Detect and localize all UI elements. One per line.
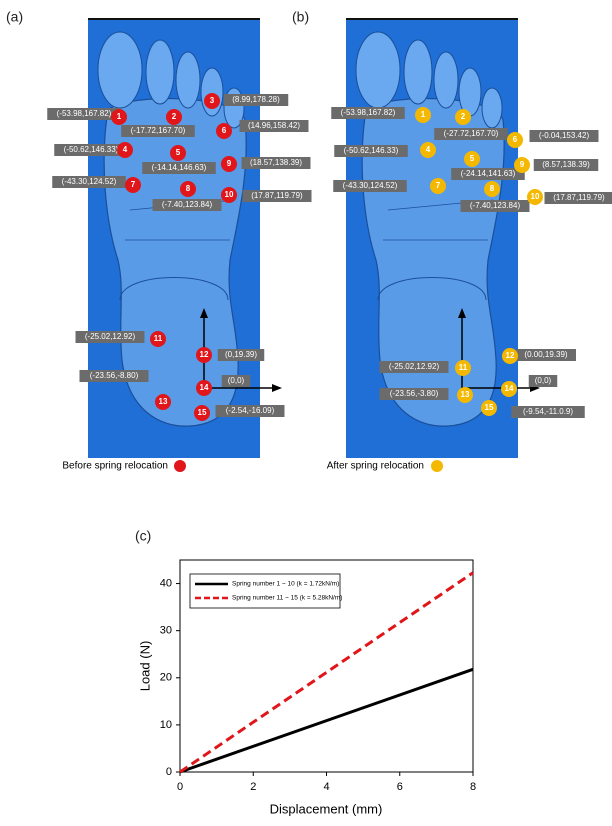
x-tick-label: 2 (250, 781, 256, 793)
coordinate-label: (17.87,119.79) (553, 193, 605, 202)
page: {"panel_a": {"label": "(a)", "caption": … (0, 0, 612, 821)
spring-number: 11 (154, 334, 163, 343)
coordinate-label: (-14.14,146.63) (152, 163, 207, 172)
coordinate-label: (8.99,178.28) (232, 95, 280, 104)
coordinate-label: (8.57,138.39) (542, 160, 590, 169)
coordinate-label: (-7.40,123.84) (470, 201, 521, 210)
coordinate-label: (-23.56,-3.80) (390, 389, 439, 398)
x-tick-label: 0 (177, 781, 183, 793)
coordinate-label: (-17.72,167.70) (131, 126, 186, 135)
coordinate-label: (-24.14,141.63) (461, 169, 516, 178)
spring-number: 4 (123, 145, 128, 154)
y-axis-label: Load (N) (137, 641, 152, 692)
coordinate-label: (-23.56,-8.80) (90, 371, 139, 380)
x-tick-label: 8 (470, 781, 476, 793)
spring-number: 5 (176, 148, 181, 157)
coordinate-label: (-27.72,167.70) (444, 129, 499, 138)
spring-number: 9 (227, 159, 232, 168)
figure: (a) (b) Before spring relocation After s… (0, 0, 612, 821)
spring-number: 10 (531, 192, 540, 201)
coordinate-label: (-9.54,-11.0.9) (523, 407, 573, 416)
spring-number: 1 (421, 110, 426, 119)
panel-label: (a) (6, 9, 23, 25)
panel-label: (c) (135, 528, 151, 544)
caption: Before spring relocation (62, 461, 168, 472)
coordinate-label: (0,0) (535, 376, 552, 385)
legend-dot (174, 460, 186, 472)
coordinate-label: (-53.98,167.82) (57, 109, 112, 118)
spring-number: 9 (520, 160, 525, 169)
spring-number: 6 (513, 135, 518, 144)
caption: After spring relocation (327, 461, 424, 472)
x-tick-label: 4 (323, 781, 329, 793)
spring-number: 7 (436, 181, 441, 190)
series-line (180, 669, 473, 772)
spring-number: 7 (131, 180, 136, 189)
coordinate-label: (-25.02,12.92) (85, 332, 136, 341)
coordinate-label: (0,19.39) (225, 350, 257, 359)
y-tick-label: 20 (160, 672, 172, 684)
y-tick-label: 0 (166, 766, 172, 778)
coordinate-label: (0,0) (228, 376, 245, 385)
spring-number: 4 (426, 145, 431, 154)
coordinate-label: (-2.54,-16.09) (226, 406, 275, 415)
spring-number: 12 (506, 351, 515, 360)
panel-label: (b) (292, 9, 309, 25)
coordinate-label: (-43.30,124.52) (343, 181, 398, 190)
spring-number: 1 (117, 112, 122, 121)
coordinate-label: (0.00,19.39) (524, 350, 567, 359)
spring-number: 6 (222, 126, 227, 135)
coordinate-label: (-53.98,167.82) (341, 108, 396, 117)
y-tick-label: 10 (160, 719, 172, 731)
spring-number: 3 (210, 96, 215, 105)
spring-number: 8 (186, 184, 191, 193)
spring-number: 10 (225, 190, 234, 199)
spring-number: 14 (200, 383, 209, 392)
foot-a (88, 18, 282, 458)
y-tick-label: 30 (160, 625, 172, 637)
spring-number: 12 (200, 350, 209, 359)
coordinate-label: (-43.30,124.52) (62, 177, 117, 186)
coordinate-label: (17.87,119.79) (251, 191, 303, 200)
coordinate-label: (-25.02,12.92) (389, 362, 440, 371)
spring-number: 15 (198, 408, 207, 417)
spring-number: 14 (505, 384, 514, 393)
coordinate-label: (-50.62,146.33) (64, 145, 119, 154)
x-tick-label: 6 (397, 781, 403, 793)
coordinate-label: (-50.62,146.33) (344, 146, 399, 155)
spring-number: 5 (470, 154, 475, 163)
spring-number: 2 (461, 112, 466, 121)
coordinate-label: (14.96,158.42) (248, 121, 300, 130)
x-axis-label: Displacement (mm) (270, 801, 383, 816)
spring-number: 11 (459, 363, 468, 372)
coordinate-label: (18.57,138.39) (250, 158, 302, 167)
legend-box (190, 574, 340, 608)
legend-dot (431, 460, 443, 472)
coordinate-label: (-7.40,123.84) (162, 200, 213, 209)
legend-label: Spring number 1 ~ 10 (k = 1.72kN/m) (232, 581, 339, 588)
spring-number: 2 (172, 112, 177, 121)
spring-number: 13 (159, 397, 168, 406)
y-tick-label: 40 (160, 577, 172, 589)
spring-number: 8 (490, 184, 495, 193)
coordinate-label: (-0.04,153.42) (539, 131, 590, 140)
spring-number: 13 (461, 390, 470, 399)
legend-label: Spring number 11 ~ 15 (k = 5.28kN/m) (232, 595, 342, 602)
spring-number: 15 (485, 403, 494, 412)
